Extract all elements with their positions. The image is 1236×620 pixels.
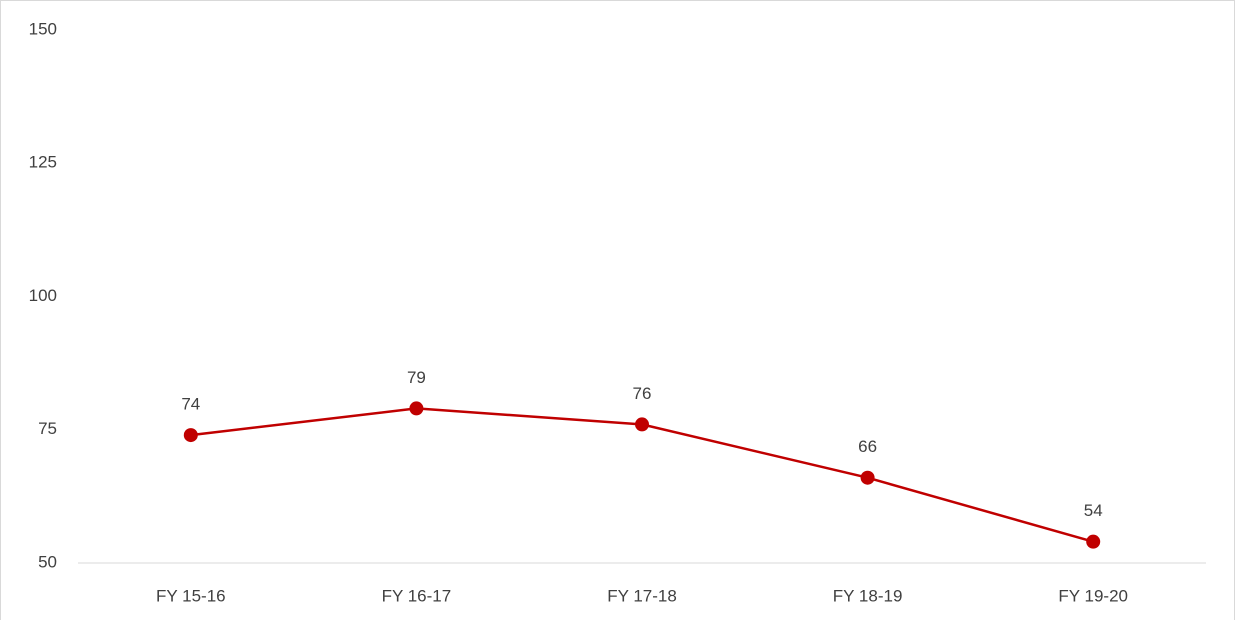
y-tick-label: 50	[38, 552, 57, 571]
data-label: 66	[858, 437, 877, 456]
data-label: 74	[181, 395, 200, 414]
data-label: 54	[1084, 501, 1103, 520]
marker	[635, 417, 649, 432]
marker	[1086, 534, 1101, 549]
x-tick-label: FY 16-17	[382, 586, 452, 605]
data-label: 76	[633, 384, 652, 403]
y-tick-label: 150	[29, 19, 57, 38]
marker	[409, 401, 424, 416]
marker	[860, 470, 875, 485]
y-tick-label: 75	[38, 419, 57, 438]
data-label: 79	[407, 368, 426, 387]
y-tick-label: 125	[29, 153, 57, 172]
x-tick-label: FY 15-16	[156, 586, 226, 605]
x-tick-label: FY 17-18	[607, 586, 677, 605]
marker	[183, 428, 198, 443]
x-tick-label: FY 18-19	[833, 586, 903, 605]
x-tick-label: FY 19-20	[1058, 586, 1128, 605]
y-tick-label: 100	[29, 286, 57, 305]
